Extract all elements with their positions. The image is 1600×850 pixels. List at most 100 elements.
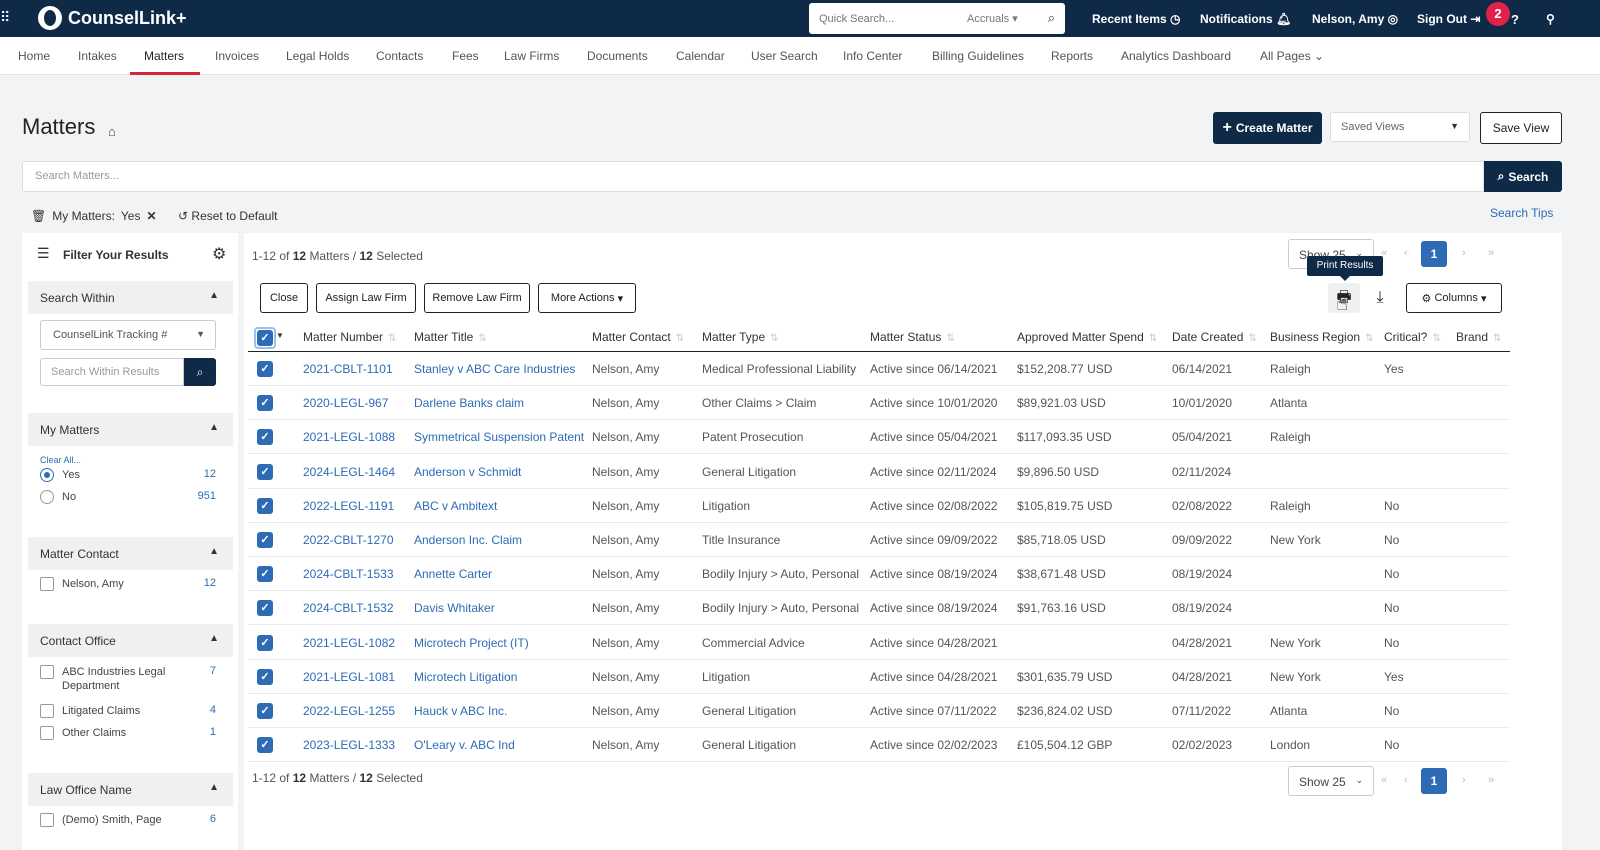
row-checkbox[interactable]: ✓ bbox=[257, 497, 273, 514]
matter-number-link[interactable]: 2021-LEGL-1088 bbox=[303, 430, 396, 445]
location-icon[interactable]: ⚲ bbox=[1546, 12, 1555, 26]
more-actions-button[interactable]: More Actions ▾ bbox=[538, 283, 636, 313]
nav-analytics-dashboard[interactable]: Analytics Dashboard bbox=[1121, 49, 1232, 63]
col-matter-status[interactable]: Matter Status ⇅ bbox=[870, 330, 955, 344]
col-approved-spend[interactable]: Approved Matter Spend ⇅ bbox=[1017, 330, 1157, 344]
close-button[interactable]: Close bbox=[260, 283, 308, 313]
matter-number-link[interactable]: 2024-LEGL-1464 bbox=[303, 464, 396, 479]
notifications-link[interactable]: Notifications 🔔︎ bbox=[1200, 12, 1291, 26]
contact-office-option[interactable]: Litigated Claims 4 bbox=[40, 704, 216, 718]
quick-search[interactable]: Accruals ▾ ⌕ bbox=[809, 3, 1065, 34]
table-row[interactable]: ✓ 2021-LEGL-1088 Symmetrical Suspension Pa… bbox=[248, 420, 1510, 455]
remove-filter-icon[interactable]: ✕ bbox=[146, 209, 157, 223]
nav-legal-holds[interactable]: Legal Holds bbox=[286, 49, 350, 63]
checkbox[interactable] bbox=[40, 665, 54, 679]
saved-views-select[interactable]: Saved Views ▼ bbox=[1330, 112, 1470, 142]
matter-number-link[interactable]: 2022-LEGL-1255 bbox=[303, 704, 396, 718]
nav-fees[interactable]: Fees bbox=[452, 49, 479, 63]
matter-number-link[interactable]: 2022-LEGL-1191 bbox=[303, 498, 395, 513]
first-page-icon[interactable]: « bbox=[1381, 247, 1388, 259]
matter-number-link[interactable]: 2020-LEGL-967 bbox=[303, 396, 389, 411]
col-brand[interactable]: Brand ⇅ bbox=[1456, 330, 1501, 344]
nav-invoices[interactable]: Invoices bbox=[215, 49, 260, 63]
nav-intakes[interactable]: Intakes bbox=[78, 49, 117, 63]
col-matter-type[interactable]: Matter Type ⇅ bbox=[702, 330, 779, 344]
matter-number-link[interactable]: 2024-CBLT-1532 bbox=[303, 601, 394, 616]
table-row[interactable]: ✓ 2021-LEGL-1082 Microtech Project (IT) Nel… bbox=[248, 626, 1510, 660]
col-matter-number[interactable]: Matter Number ⇅ bbox=[303, 330, 396, 344]
select-all-checkbox[interactable]: ✓ bbox=[257, 330, 273, 346]
row-checkbox[interactable]: ✓ bbox=[257, 634, 273, 651]
nav-all-pages[interactable]: All Pages ⌄ bbox=[1260, 49, 1324, 63]
current-page[interactable]: 1 bbox=[1421, 768, 1447, 794]
col-date-created[interactable]: Date Created ⇅ bbox=[1172, 330, 1257, 344]
nav-calendar[interactable]: Calendar bbox=[676, 49, 725, 63]
matter-number-link[interactable]: 2023-LEGL-1333 bbox=[303, 738, 396, 753]
nav-info-center[interactable]: Info Center bbox=[843, 49, 903, 63]
table-row[interactable]: ✓ 2021-CBLT-1101 Stanley v ABC Care Indust… bbox=[248, 352, 1510, 386]
assign-law-firm-button[interactable]: Assign Law Firm bbox=[316, 283, 416, 313]
nav-law-firms[interactable]: Law Firms bbox=[504, 49, 560, 63]
radio-selected[interactable] bbox=[40, 468, 54, 482]
table-row[interactable]: ✓ 2024-CBLT-1533 Annette Carter Nelson, Amy… bbox=[248, 557, 1510, 592]
matter-title-link[interactable]: Davis Whitaker bbox=[414, 601, 495, 616]
table-row[interactable]: ✓ 2020-LEGL-967 Darlene Banks claim Nelson,… bbox=[248, 386, 1510, 421]
table-row[interactable]: ✓ 2022-LEGL-1191 ABC v Ambitext Nelson, Amy… bbox=[248, 489, 1510, 523]
matter-number-link[interactable]: 2021-CBLT-1101 bbox=[303, 362, 393, 376]
matter-number-link[interactable]: 2024-CBLT-1533 bbox=[303, 567, 394, 582]
select-menu-caret-icon[interactable]: ▼ bbox=[276, 331, 284, 340]
prev-page-icon[interactable]: ‹ bbox=[1404, 774, 1408, 786]
matter-title-link[interactable]: Darlene Banks claim bbox=[414, 396, 525, 411]
matter-title-link[interactable]: O'Leary v. ABC Ind bbox=[414, 738, 515, 753]
nav-home[interactable]: Home bbox=[18, 49, 51, 63]
matter-title-link[interactable]: Symmetrical Suspension Patent bbox=[414, 430, 585, 445]
gear-icon[interactable]: ⚙ bbox=[212, 246, 227, 263]
app-logo[interactable]: CounselLink+ bbox=[38, 6, 187, 30]
matter-title-link[interactable]: Microtech Project (IT) bbox=[414, 635, 529, 650]
nav-matters[interactable]: Matters bbox=[144, 49, 185, 63]
matter-number-link[interactable]: 2022-CBLT-1270 bbox=[303, 533, 394, 547]
search-icon[interactable]: ⌕ bbox=[1047, 10, 1055, 25]
row-checkbox[interactable]: ✓ bbox=[257, 395, 273, 412]
user-menu[interactable]: Nelson, Amy ◎ bbox=[1312, 12, 1398, 26]
section-matter-contact[interactable]: Matter Contact ▲ bbox=[28, 537, 233, 570]
my-matters-no-option[interactable]: No 951 bbox=[40, 490, 216, 504]
quick-search-input[interactable] bbox=[819, 12, 959, 25]
section-my-matters[interactable]: My Matters ▲ bbox=[28, 413, 233, 446]
row-checkbox[interactable]: ✓ bbox=[257, 600, 273, 617]
contact-office-option[interactable]: Other Claims 1 bbox=[40, 726, 216, 740]
row-checkbox[interactable]: ✓ bbox=[257, 737, 273, 754]
nav-user-search[interactable]: User Search bbox=[751, 49, 818, 63]
section-search-within[interactable]: Search Within ▲ bbox=[28, 281, 233, 314]
law-office-option[interactable]: (Demo) Smith, Page 6 bbox=[40, 813, 216, 827]
search-tips-link[interactable]: Search Tips bbox=[1490, 206, 1554, 220]
sign-out-link[interactable]: Sign Out ⇥ bbox=[1417, 12, 1480, 26]
download-icon[interactable]: ⤓ bbox=[1376, 289, 1384, 306]
reset-to-default-link[interactable]: ↺ Reset to Default bbox=[178, 209, 277, 223]
nav-reports[interactable]: Reports bbox=[1051, 49, 1094, 63]
row-checkbox[interactable]: ✓ bbox=[257, 532, 273, 548]
row-checkbox[interactable]: ✓ bbox=[257, 463, 273, 480]
table-row[interactable]: ✓ 2022-CBLT-1270 Anderson Inc. Claim Nelson… bbox=[248, 523, 1510, 557]
row-checkbox[interactable]: ✓ bbox=[257, 429, 273, 446]
checkbox[interactable] bbox=[40, 577, 54, 591]
checkbox[interactable] bbox=[40, 726, 54, 740]
nav-documents[interactable]: Documents bbox=[587, 49, 648, 63]
recent-items-link[interactable]: Recent Items ◷ bbox=[1092, 12, 1181, 26]
table-row[interactable]: ✓ 2022-LEGL-1255 Hauck v ABC Inc. Nelson, A… bbox=[248, 694, 1510, 728]
nav-contacts[interactable]: Contacts bbox=[376, 49, 424, 63]
matter-title-link[interactable]: Annette Carter bbox=[414, 567, 493, 582]
matter-contact-option[interactable]: Nelson, Amy 12 bbox=[40, 577, 216, 591]
first-page-icon[interactable]: « bbox=[1381, 774, 1388, 786]
remove-law-firm-button[interactable]: Remove Law Firm bbox=[424, 283, 530, 313]
matter-number-link[interactable]: 2021-LEGL-1081 bbox=[303, 669, 396, 684]
last-page-icon[interactable]: » bbox=[1488, 247, 1495, 259]
section-law-office-name[interactable]: Law Office Name ▲ bbox=[28, 773, 233, 806]
checkbox[interactable] bbox=[40, 704, 54, 718]
col-critical[interactable]: Critical? ⇅ bbox=[1384, 330, 1441, 344]
prev-page-icon[interactable]: ‹ bbox=[1404, 247, 1408, 259]
col-matter-title[interactable]: Matter Title ⇅ bbox=[414, 330, 487, 344]
row-checkbox[interactable]: ✓ bbox=[257, 361, 273, 377]
matters-search-input[interactable]: Search Matters... bbox=[22, 161, 1484, 192]
table-row[interactable]: ✓ 2024-LEGL-1464 Anderson v Schmidt Nelson,… bbox=[248, 455, 1510, 489]
